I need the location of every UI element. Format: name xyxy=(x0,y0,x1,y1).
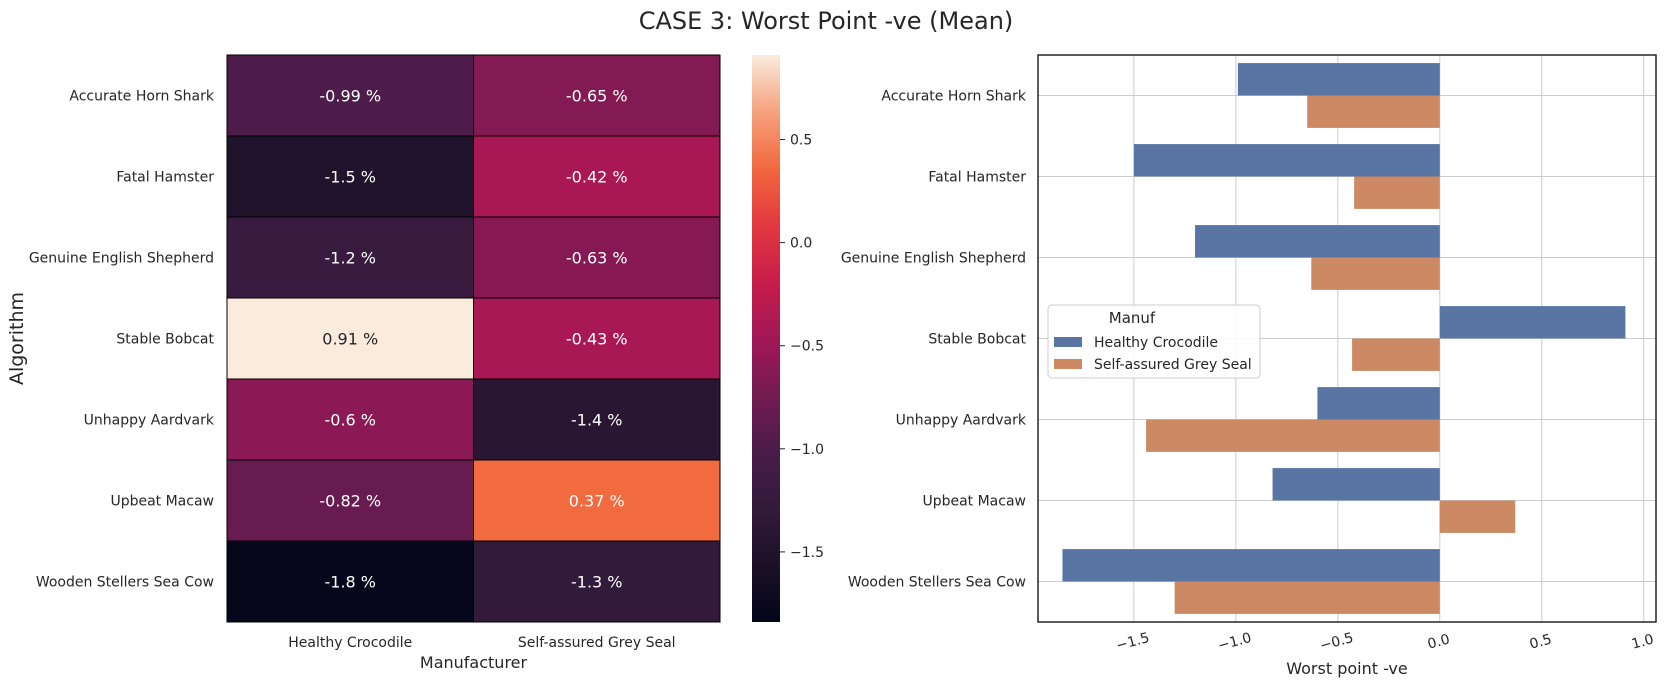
heatmap-column-label: Healthy Crocodile xyxy=(288,635,412,651)
heatmap-cell-label: -1.4 % xyxy=(571,411,623,430)
x-tick-label: −0.5 xyxy=(1318,630,1355,654)
figure-title: CASE 3: Worst Point -ve (Mean) xyxy=(639,7,1014,35)
bar-self-assured-grey-seal xyxy=(1439,500,1516,533)
colorbar-tick-label: −0.5 xyxy=(790,339,824,355)
bar-category-label: Genuine English Shepherd xyxy=(841,251,1026,267)
bar-healthy-crocodile xyxy=(1439,306,1626,339)
heatmap-cell xyxy=(226,216,474,299)
heatmap-row-label: Stable Bobcat xyxy=(116,332,214,348)
heatmap-x-axis-label: Manufacturer xyxy=(420,653,528,672)
heatmap-cell-label: -1.3 % xyxy=(571,573,623,592)
heatmap-cell xyxy=(473,135,721,218)
heatmap-cell-label: -0.6 % xyxy=(324,411,376,430)
bar-chart-frame xyxy=(1037,54,1657,623)
bar-healthy-crocodile xyxy=(1272,468,1440,501)
heatmap-cell-label: -1.8 % xyxy=(324,573,376,592)
bar-category-label: Upbeat Macaw xyxy=(922,494,1026,510)
heatmap-cell-label: -1.2 % xyxy=(324,249,376,268)
bar-self-assured-grey-seal xyxy=(1352,338,1440,371)
colorbar-gradient xyxy=(752,55,780,622)
bar-category-label: Unhappy Aardvark xyxy=(896,413,1027,429)
heatmap-row-label: Upbeat Macaw xyxy=(110,494,214,510)
heatmap-cell xyxy=(473,459,721,542)
bar-category-label: Fatal Hamster xyxy=(928,170,1026,186)
x-tick-label: −1.5 xyxy=(1114,630,1151,654)
x-tick-label: 0.0 xyxy=(1426,632,1452,653)
heatmap-panel: -0.99 % -0.65 % -1.5 % -0.42 % -1.2 % -0.63 %… xyxy=(6,54,721,672)
heatmap-cell-label: -0.63 % xyxy=(566,249,628,268)
heatmap-cell xyxy=(226,135,474,218)
heatmap-row-label: Genuine English Shepherd xyxy=(29,251,214,267)
heatmap-cell-label: -0.82 % xyxy=(319,492,381,511)
legend-swatch xyxy=(1054,337,1082,347)
legend-entry-label: Self-assured Grey Seal xyxy=(1094,357,1252,373)
colorbar-tick-label: −1.5 xyxy=(790,545,824,561)
x-tick-label: 1.0 xyxy=(1630,632,1656,653)
legend-swatch xyxy=(1054,359,1082,369)
bar-self-assured-grey-seal xyxy=(1174,581,1440,614)
bar-chart-panel: Accurate Horn Shark Fatal Hamster Genuine … xyxy=(841,54,1657,678)
heatmap-cell xyxy=(473,216,721,299)
colorbar: 0.5 0.0 −0.5 −1.0 −1.5 xyxy=(752,55,824,622)
bar-category-label: Wooden Stellers Sea Cow xyxy=(848,575,1026,591)
heatmap-row-label: Fatal Hamster xyxy=(116,170,214,186)
heatmap-cell xyxy=(473,378,721,461)
bar-healthy-crocodile xyxy=(1062,549,1440,582)
bar-self-assured-grey-seal xyxy=(1311,257,1440,290)
bar-self-assured-grey-seal xyxy=(1146,419,1440,452)
heatmap-cell xyxy=(473,540,721,623)
bar-self-assured-grey-seal xyxy=(1307,95,1440,128)
bar-x-axis-label: Worst point -ve xyxy=(1286,659,1408,678)
bar-category-label: Accurate Horn Shark xyxy=(881,89,1027,105)
colorbar-tick-label: −1.0 xyxy=(790,442,824,458)
heatmap-cell-label: -0.42 % xyxy=(566,168,628,187)
heatmap-cell-label: -0.65 % xyxy=(566,87,628,106)
heatmap-cell-label: -0.43 % xyxy=(566,330,628,349)
bar-healthy-crocodile xyxy=(1237,63,1440,96)
heatmap-row-label: Wooden Stellers Sea Cow xyxy=(36,575,214,591)
colorbar-tick-label: 0.5 xyxy=(790,133,812,149)
bar-healthy-crocodile xyxy=(1195,225,1440,258)
heatmap-y-axis-label: Algorithm xyxy=(6,292,28,385)
heatmap-row-label: Unhappy Aardvark xyxy=(84,413,215,429)
legend-title: Manuf xyxy=(1109,309,1156,327)
heatmap-column-label: Self-assured Grey Seal xyxy=(518,635,676,651)
legend-entry-label: Healthy Crocodile xyxy=(1094,335,1218,351)
legend-box xyxy=(1047,304,1261,379)
heatmap-cell xyxy=(473,297,721,380)
colorbar-tick-label: 0.0 xyxy=(790,236,812,252)
heatmap-row-label: Accurate Horn Shark xyxy=(69,89,215,105)
x-tick-label: −1.0 xyxy=(1216,630,1253,654)
heatmap-cell-label: -1.5 % xyxy=(324,168,376,187)
heatmap-cell xyxy=(226,54,474,137)
x-tick-label: 0.5 xyxy=(1528,632,1554,653)
bar-category-label: Stable Bobcat xyxy=(928,332,1026,348)
heatmap-cell-label: 0.91 % xyxy=(322,330,378,349)
bar-healthy-crocodile xyxy=(1317,387,1440,420)
heatmap-cell xyxy=(226,540,474,623)
heatmap-cell-label: -0.99 % xyxy=(319,87,381,106)
bar-self-assured-grey-seal xyxy=(1354,176,1440,209)
heatmap-cell-label: 0.37 % xyxy=(569,492,625,511)
bar-healthy-crocodile xyxy=(1133,144,1440,177)
heatmap-cell xyxy=(473,54,721,137)
